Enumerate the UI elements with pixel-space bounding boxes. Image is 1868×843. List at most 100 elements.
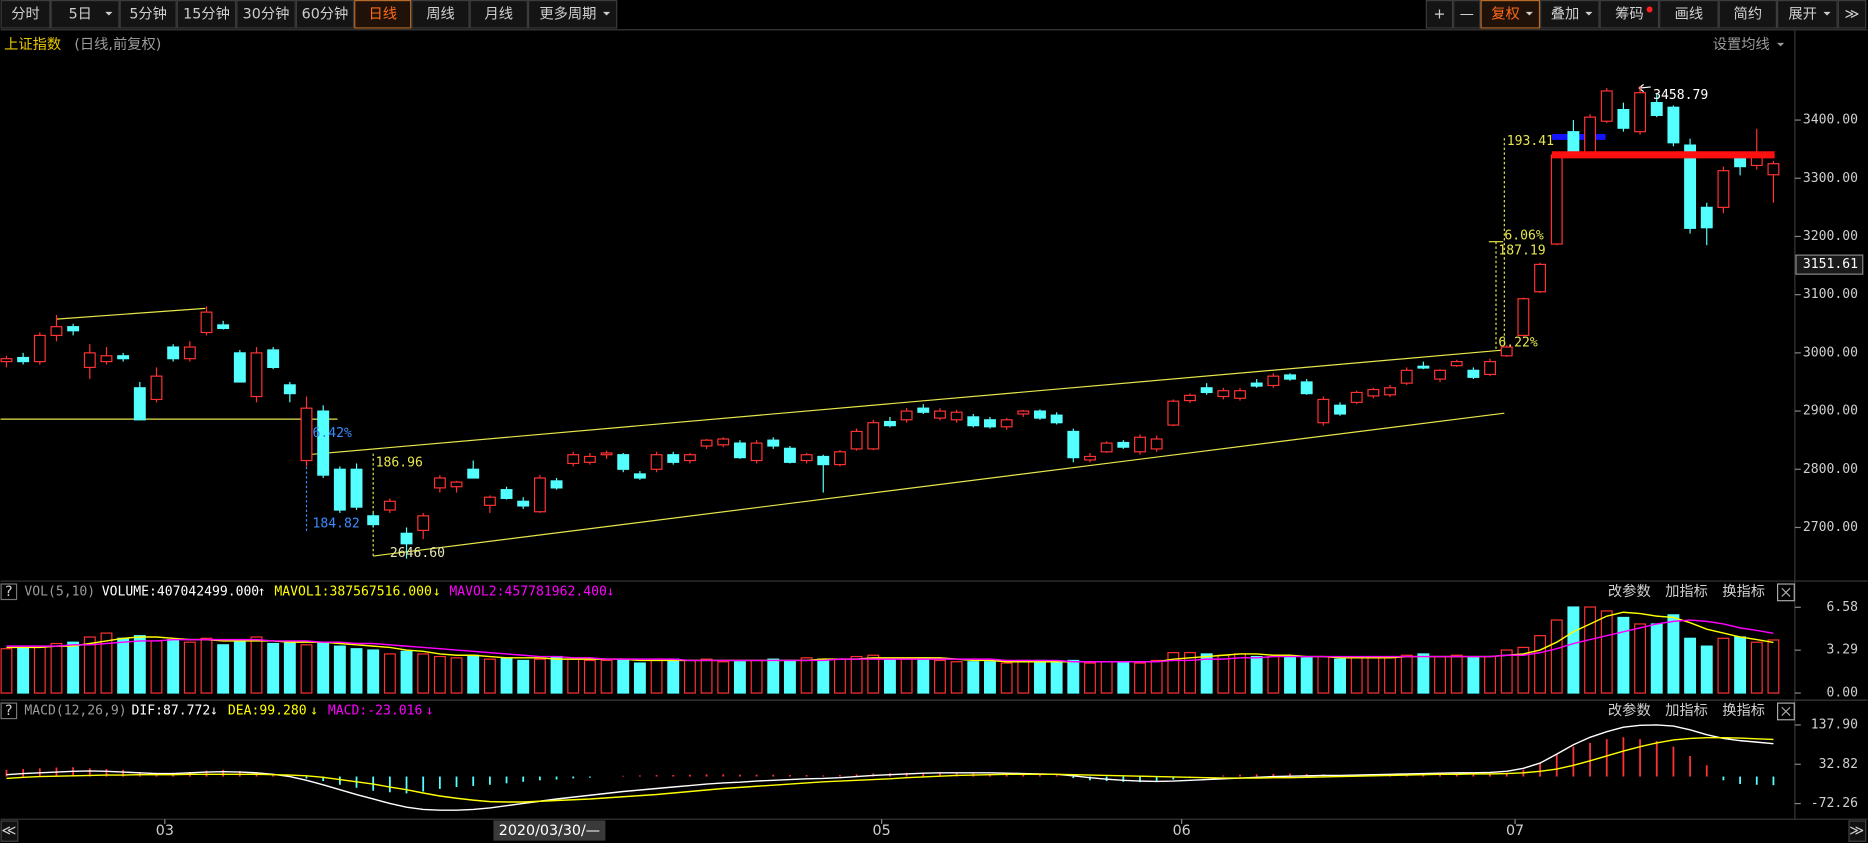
toolbar-button[interactable] <box>0 0 51 29</box>
help-icon[interactable]: ? <box>5 703 13 719</box>
volume-bar <box>1467 657 1480 694</box>
candle-body <box>1200 387 1213 394</box>
toolbar-button[interactable] <box>236 0 296 29</box>
candle-body <box>183 346 196 360</box>
candle-body <box>817 455 830 466</box>
panel-button[interactable]: 换指标 <box>1722 702 1765 719</box>
cursor-date: 2020/03/30/— <box>499 823 600 839</box>
volume-bar <box>350 648 363 694</box>
candle-body <box>433 477 446 489</box>
volume-bar <box>17 646 30 694</box>
candle-body <box>300 407 313 462</box>
toolbar-button[interactable] <box>1453 0 1481 29</box>
toolbar-label[interactable]: + <box>1433 6 1445 22</box>
candle-body <box>1484 361 1496 376</box>
toolbar-label[interactable]: 分时 <box>11 5 40 22</box>
candle-body <box>250 352 263 398</box>
volume-bar <box>1250 655 1263 694</box>
ma-setting[interactable]: 设置均线 <box>1713 36 1770 53</box>
candles <box>0 85 1780 559</box>
toolbar-label[interactable]: 画线 <box>1675 5 1704 22</box>
toolbar-button[interactable] <box>1718 0 1777 29</box>
help-icon[interactable]: ? <box>5 584 13 600</box>
notice-dot <box>1646 6 1653 13</box>
toolbar-label[interactable]: 更多周期 <box>539 5 596 22</box>
toolbar-label[interactable]: 5日 <box>69 6 92 22</box>
scroll-right[interactable]: ≫ <box>1849 823 1864 839</box>
volume-bar <box>367 649 380 694</box>
volume-bar <box>1434 655 1446 694</box>
candle-body <box>1550 154 1563 245</box>
candle-body <box>1634 92 1647 133</box>
volume-bar <box>1367 655 1380 694</box>
volume-bar <box>217 644 230 694</box>
toolbar-button[interactable] <box>176 0 237 29</box>
toolbar-label[interactable]: 15分钟 <box>183 5 230 22</box>
toolbar-button[interactable] <box>1659 0 1719 29</box>
toolbar-label[interactable]: 简约 <box>1734 5 1763 22</box>
volume-bar <box>1334 658 1346 694</box>
toolbar-label[interactable]: 复权 <box>1491 4 1520 22</box>
scroll-left[interactable]: ≪ <box>1 823 16 839</box>
candle-body <box>617 454 630 470</box>
volume-bar <box>1517 646 1530 694</box>
annotation: 6.22% <box>1498 335 1537 350</box>
candle-body <box>1017 410 1030 415</box>
candle-body <box>1617 108 1630 129</box>
toolbar-button[interactable] <box>119 0 177 29</box>
volume-bar <box>1534 635 1547 694</box>
toolbar-label[interactable]: 5分钟 <box>129 5 167 22</box>
panel-button[interactable]: 换指标 <box>1722 583 1765 600</box>
panel-button[interactable]: 加指标 <box>1665 702 1708 719</box>
panel-button[interactable]: 改参数 <box>1608 702 1651 719</box>
toolbar-label[interactable]: 筹码 <box>1615 5 1644 22</box>
candle-body <box>17 356 30 363</box>
help-box[interactable] <box>0 583 18 601</box>
toolbar-button[interactable] <box>295 0 355 29</box>
toolbar-label[interactable]: 60分钟 <box>302 5 349 22</box>
help-box[interactable] <box>0 702 18 720</box>
panel-button[interactable]: 改参数 <box>1608 583 1651 600</box>
candle-body <box>1700 206 1713 229</box>
candle-body <box>1684 144 1697 229</box>
candle-body <box>717 438 730 446</box>
toolbar-button[interactable] <box>354 0 412 29</box>
toolbar-label[interactable]: 月线 <box>485 5 514 22</box>
readout-arrow: ↑ <box>258 584 266 599</box>
toolbar-label[interactable]: 展开 <box>1788 6 1817 22</box>
candle-body <box>333 468 346 511</box>
volume-bar <box>1700 645 1713 694</box>
scroll-button[interactable] <box>0 820 19 842</box>
volume-bar <box>1317 655 1330 694</box>
toolbar-label[interactable]: — <box>1460 6 1474 22</box>
candle-body <box>533 477 546 513</box>
toolbar-label[interactable]: 30分钟 <box>243 5 290 22</box>
candle-body <box>1300 381 1313 395</box>
toolbar-button[interactable] <box>469 0 528 29</box>
toolbar-label[interactable]: ≫ <box>1845 6 1860 22</box>
candle-body <box>900 410 913 421</box>
volume-bar <box>850 655 863 694</box>
toolbar-label[interactable]: 叠加 <box>1551 5 1580 22</box>
close-button[interactable] <box>1777 702 1795 721</box>
toolbar-button[interactable] <box>411 0 470 29</box>
panel-button[interactable]: 加指标 <box>1665 583 1708 600</box>
scroll-button[interactable] <box>1848 820 1867 842</box>
candle-body <box>1767 163 1780 176</box>
toolbar-button[interactable] <box>1837 0 1867 29</box>
candle-body <box>233 352 246 383</box>
toolbar-button[interactable] <box>50 0 120 29</box>
toolbar-button[interactable] <box>1599 0 1660 29</box>
close-button[interactable] <box>1777 583 1795 602</box>
toolbar-button[interactable] <box>1425 0 1454 29</box>
toolbar-label[interactable]: 周线 <box>426 5 455 22</box>
toolbar-button[interactable] <box>527 0 618 29</box>
volume-bar <box>1567 606 1580 694</box>
volume-bar <box>233 640 246 694</box>
indicator-name: MACD(12,26,9) <box>24 703 126 718</box>
toolbar-label[interactable]: 日线 <box>368 5 397 22</box>
candle-body <box>1067 430 1080 459</box>
volume-bar <box>517 659 530 694</box>
y-tick-label: 137.90 <box>1811 717 1858 732</box>
